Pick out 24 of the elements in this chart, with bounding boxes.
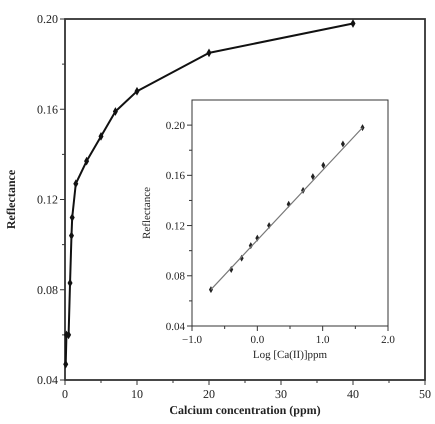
y-tick-label: 0.04 — [37, 373, 58, 388]
x-tick-label: 2.0 — [381, 334, 396, 346]
x-tick-label: 0.0 — [250, 334, 265, 346]
y-tick-label: 0.20 — [37, 12, 58, 26]
y-tick-label: 0.20 — [166, 120, 186, 132]
x-tick-label: 20 — [203, 387, 215, 401]
y-tick-label: 0.12 — [37, 192, 58, 207]
x-tick-label: 30 — [275, 387, 287, 401]
y-tick-label: 0.12 — [166, 220, 185, 232]
x-tick-label: 10 — [131, 387, 143, 401]
y-tick-label: 0.08 — [166, 270, 186, 283]
x-tick-label: 40 — [347, 387, 359, 401]
y-tick-label: 0.16 — [166, 170, 186, 182]
x-axis-title: Log [Ca(II)]ppm — [252, 349, 328, 361]
x-tick-label: 1.0 — [316, 334, 330, 346]
y-axis-title: Reflectance — [4, 169, 18, 230]
y-tick-label: 0.16 — [37, 102, 58, 116]
x-tick-label: 50 — [419, 387, 431, 401]
y-tick-label: 0.08 — [37, 282, 58, 297]
y-tick-label: 0.04 — [166, 320, 186, 333]
x-tick-label: 0 — [62, 387, 68, 401]
y-axis-title: Reflectance — [141, 186, 153, 239]
x-tick-label: −1.0 — [182, 334, 202, 346]
x-axis-title: Calcium concentration (ppm) — [169, 403, 321, 417]
